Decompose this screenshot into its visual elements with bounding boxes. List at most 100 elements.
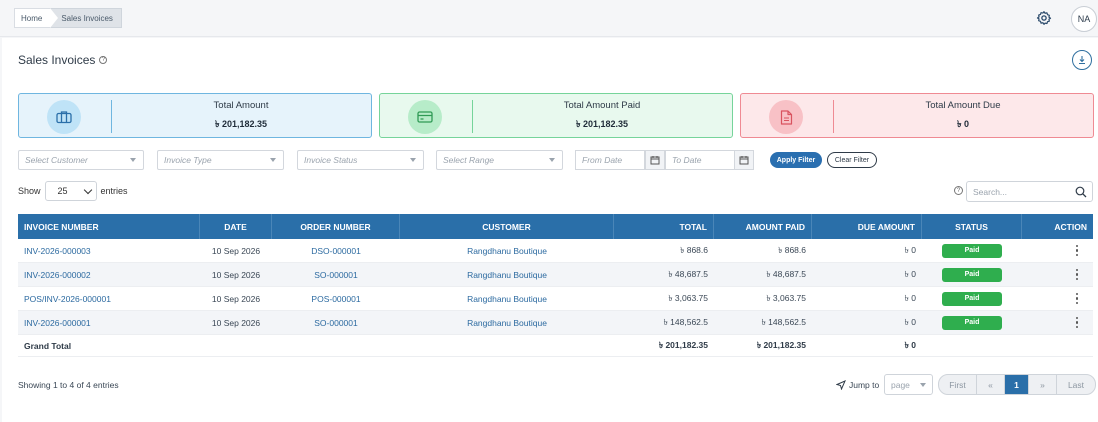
- range-select[interactable]: Select Range: [436, 150, 563, 170]
- clear-filter-button[interactable]: Clear Filter: [827, 152, 877, 168]
- breadcrumb-home[interactable]: Home: [14, 8, 51, 28]
- invoice-date: 10 Sep 2026: [211, 245, 261, 256]
- customer-link[interactable]: Rangdhanu Boutique: [467, 245, 547, 256]
- due-amount-value: ৳ 0: [904, 316, 916, 327]
- entries-label: entries: [100, 186, 128, 196]
- invoice-type-select[interactable]: Invoice Type: [157, 150, 284, 170]
- due-amount-value: ৳ 0: [904, 268, 916, 279]
- total-value: ৳ 868.6: [680, 244, 708, 255]
- card-divider: [111, 100, 112, 133]
- invoice-status-select[interactable]: Invoice Status: [297, 150, 424, 170]
- order-number-link[interactable]: DSO-000001: [311, 245, 361, 256]
- invoice-type-placeholder: Invoice Type: [164, 155, 212, 165]
- page-button[interactable]: 1: [1005, 375, 1029, 394]
- column-header[interactable]: AMOUNT PAID: [714, 214, 812, 239]
- table-footer: Grand Total ৳ 201,182.35 ৳ 201,182.35 ৳ …: [18, 335, 1093, 357]
- main-panel: Sales Invoices ? Total Amount ৳ 201,182.…: [2, 38, 1098, 422]
- column-header[interactable]: DUE AMOUNT: [812, 214, 922, 239]
- download-icon: [1079, 56, 1085, 65]
- range-select-placeholder: Select Range: [443, 155, 495, 165]
- more-vertical-icon[interactable]: [1075, 292, 1079, 305]
- search-input[interactable]: Search...: [966, 181, 1093, 202]
- card-divider: [472, 100, 473, 133]
- column-header[interactable]: ORDER NUMBER: [272, 214, 400, 239]
- avatar[interactable]: NA: [1071, 6, 1097, 32]
- customer-link[interactable]: Rangdhanu Boutique: [467, 269, 547, 280]
- to-date-input[interactable]: To Date: [665, 150, 735, 170]
- help-icon[interactable]: ?: [954, 186, 963, 195]
- amount-paid-value: ৳ 3,063.75: [766, 292, 806, 303]
- next-page-button[interactable]: »: [1029, 375, 1057, 394]
- card-label: Total Amount: [213, 99, 269, 111]
- first-page-button[interactable]: First: [939, 375, 977, 394]
- more-vertical-icon[interactable]: [1075, 316, 1079, 329]
- customer-select-placeholder: Select Customer: [25, 155, 88, 165]
- info-icon[interactable]: ?: [99, 56, 108, 64]
- page-select[interactable]: page: [884, 374, 933, 395]
- customer-link[interactable]: Rangdhanu Boutique: [467, 293, 547, 304]
- total-value: ৳ 48,687.5: [668, 268, 708, 279]
- order-number-link[interactable]: SO-000001: [314, 269, 358, 280]
- breadcrumb: Home Sales Invoices: [14, 8, 122, 28]
- invoice-date: 10 Sep 2026: [211, 317, 261, 328]
- column-header[interactable]: DATE: [200, 214, 272, 239]
- entries-info: Showing 1 to 4 of 4 entries: [18, 380, 119, 390]
- status-badge: Paid: [942, 315, 1002, 330]
- caret-down-icon: [549, 158, 555, 162]
- column-header[interactable]: TOTAL: [614, 214, 714, 239]
- card-value: ৳ 0: [957, 118, 969, 129]
- column-header[interactable]: INVOICE NUMBER: [18, 214, 200, 239]
- entries-value: 25: [57, 186, 68, 196]
- breadcrumb-current: Sales Invoices: [50, 8, 122, 28]
- grand-total-due: ৳ 0: [904, 339, 916, 350]
- last-page-button[interactable]: Last: [1067, 379, 1085, 390]
- invoice-number-link[interactable]: INV-2026-000003: [24, 245, 91, 256]
- invoice-number-link[interactable]: INV-2026-000001: [24, 317, 91, 328]
- caret-down-icon: [920, 383, 926, 387]
- total-amount-due-card: Total Amount Due ৳ 0: [740, 93, 1094, 138]
- total-value: ৳ 148,562.5: [663, 316, 708, 327]
- document-icon: [769, 100, 803, 134]
- total-value: ৳ 3,063.75: [668, 292, 708, 303]
- calendar-icon[interactable]: [645, 150, 665, 170]
- table-row: INV-2026-000001 10 Sep 2026 SO-000001 Ra…: [18, 311, 1093, 335]
- amount-paid-value: ৳ 868.6: [778, 244, 806, 255]
- status-badge: Paid: [942, 243, 1002, 258]
- invoice-number-link[interactable]: POS/INV-2026-000001: [24, 293, 111, 304]
- more-vertical-icon[interactable]: [1075, 244, 1079, 257]
- briefcase-icon: [47, 100, 81, 134]
- column-header: ACTION: [1054, 221, 1087, 232]
- send-icon: [836, 380, 846, 390]
- order-number-link[interactable]: POS-000001: [311, 293, 361, 304]
- status-badge: Paid: [942, 267, 1002, 282]
- invoice-number-link[interactable]: INV-2026-000002: [24, 269, 91, 280]
- card-label: Total Amount Paid: [563, 99, 641, 111]
- entries-select[interactable]: 25: [44, 181, 97, 201]
- credit-card-icon: [408, 100, 442, 134]
- jump-to: Jump to: [836, 375, 879, 395]
- gear-icon[interactable]: [1036, 10, 1052, 26]
- order-number-link[interactable]: SO-000001: [314, 317, 358, 328]
- prev-page-button[interactable]: «: [977, 375, 1005, 394]
- grand-total-paid: ৳ 201,182.35: [756, 339, 806, 350]
- invoice-date: 10 Sep 2026: [211, 293, 261, 304]
- download-button[interactable]: [1072, 50, 1092, 70]
- calendar-icon[interactable]: [734, 150, 754, 170]
- column-header[interactable]: CUSTOMER: [400, 214, 614, 239]
- grand-total-label: Grand Total: [24, 340, 72, 351]
- invoice-status-placeholder: Invoice Status: [304, 155, 358, 165]
- show-label: Show: [18, 186, 41, 196]
- apply-filter-button[interactable]: Apply Filter: [770, 152, 822, 168]
- card-value: ৳ 201,182.35: [214, 118, 268, 129]
- jump-label: Jump to: [849, 380, 880, 390]
- caret-down-icon: [270, 158, 276, 162]
- customer-select[interactable]: Select Customer: [18, 150, 144, 170]
- column-header[interactable]: STATUS: [922, 214, 1022, 239]
- due-amount-value: ৳ 0: [904, 292, 916, 303]
- from-date-input[interactable]: From Date: [575, 150, 645, 170]
- page-title-text: Sales Invoices: [18, 53, 96, 67]
- more-vertical-icon[interactable]: [1075, 268, 1079, 281]
- caret-down-icon: [410, 158, 416, 162]
- search-icon[interactable]: [1075, 186, 1087, 198]
- customer-link[interactable]: Rangdhanu Boutique: [467, 317, 547, 328]
